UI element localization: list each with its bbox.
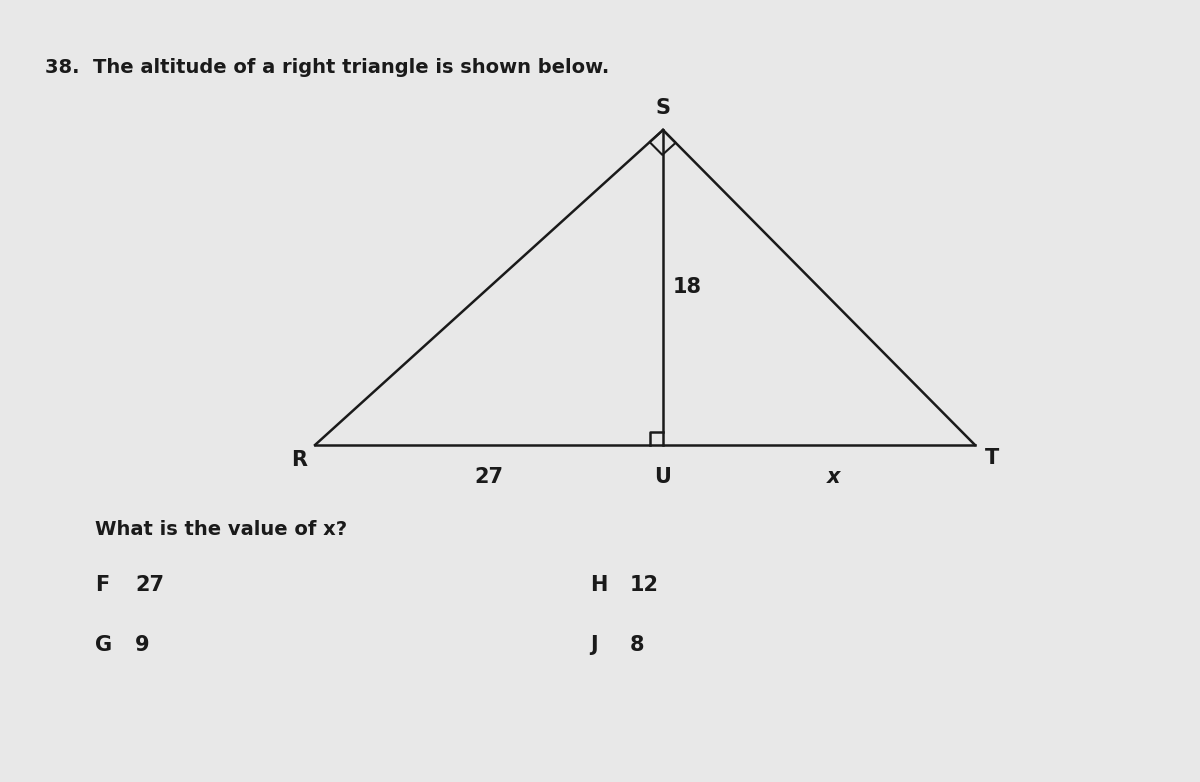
Text: J: J [590,635,598,655]
Text: 12: 12 [630,575,659,595]
Text: 27: 27 [134,575,164,595]
Text: 38.  The altitude of a right triangle is shown below.: 38. The altitude of a right triangle is … [46,58,610,77]
Text: U: U [654,467,672,487]
Text: T: T [985,448,1000,468]
Text: S: S [655,98,671,118]
Text: 18: 18 [673,277,702,297]
Text: 9: 9 [134,635,150,655]
Text: F: F [95,575,109,595]
Text: x: x [827,467,841,487]
Text: H: H [590,575,607,595]
Text: G: G [95,635,112,655]
Text: R: R [292,450,307,470]
Text: 27: 27 [474,467,504,487]
Text: 8: 8 [630,635,644,655]
Text: What is the value of x?: What is the value of x? [95,520,347,539]
